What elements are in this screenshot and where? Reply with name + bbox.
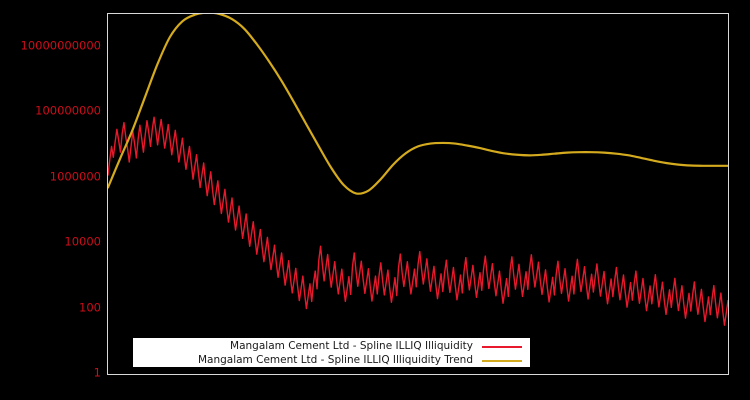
y-tick-label: 1 <box>93 365 101 380</box>
legend-label-illiquidity-trend: Mangalam Cement Ltd - Spline ILLIQ Illiq… <box>197 354 473 366</box>
legend-swatch-illiquidity-trend <box>482 359 522 362</box>
chart-legend: Mangalam Cement Ltd - Spline ILLIQ Illiq… <box>133 338 530 367</box>
y-tick-label: 1000000 <box>49 168 101 183</box>
series-line-illiquidity <box>108 116 728 326</box>
y-axis-tick-labels: 10000000000 100000000 1000000 10000 100 … <box>0 0 101 400</box>
plot-svg <box>108 14 728 326</box>
legend-item-illiquidity-trend: Mangalam Cement Ltd - Spline ILLIQ Illiq… <box>133 354 522 367</box>
y-tick-label: 10000000000 <box>20 37 101 52</box>
y-tick-label: 100 <box>79 299 101 314</box>
plot-area <box>107 13 729 375</box>
series-line-illiquidity-trend <box>108 14 728 195</box>
y-tick-label: 10000 <box>64 234 101 249</box>
y-tick-label: 100000000 <box>35 103 101 118</box>
legend-item-illiquidity: Mangalam Cement Ltd - Spline ILLIQ Illiq… <box>133 340 522 353</box>
legend-swatch-illiquidity <box>482 345 522 348</box>
legend-label-illiquidity: Mangalam Cement Ltd - Spline ILLIQ Illiq… <box>230 340 473 352</box>
